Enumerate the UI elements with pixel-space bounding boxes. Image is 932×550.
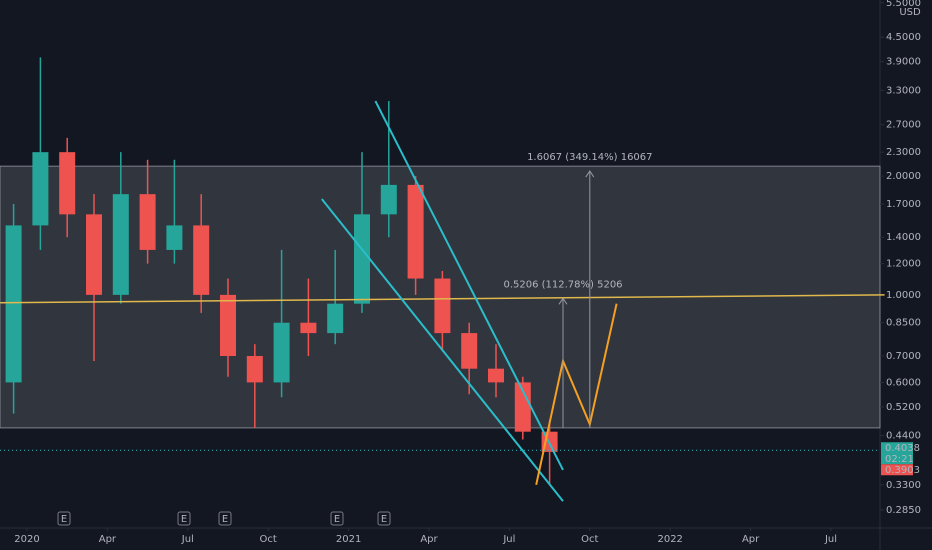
x-tick-label: Apr (420, 534, 438, 545)
earnings-marker: E (222, 514, 228, 525)
candle-body (300, 322, 317, 334)
candle-body (461, 333, 478, 369)
candle-body (354, 214, 370, 304)
x-tick-label: Jul (502, 534, 515, 545)
candle-body (407, 184, 424, 279)
candle-body (86, 214, 102, 295)
candle-body (434, 278, 451, 334)
x-tick-label: Apr (99, 534, 117, 545)
arrow-head (585, 170, 595, 178)
y-tick-label: 2.3000 (886, 147, 921, 158)
y-tick-label: 0.4400 (886, 431, 921, 442)
x-tick-label: 2021 (336, 534, 361, 545)
y-tick-label: 0.8500 (886, 318, 921, 329)
y-tick-label: 1.0000 (886, 290, 921, 301)
earnings-box (177, 511, 191, 526)
candle-body (220, 294, 236, 356)
y-tick-label: 0.5200 (886, 402, 921, 413)
trendline (321, 198, 564, 502)
last-price-label: 0.4038 (885, 443, 920, 454)
measure-label: 1.6067 (349.14%) 16067 (527, 152, 652, 163)
earnings-marker: E (381, 514, 387, 525)
candle-body (32, 152, 49, 226)
x-tick-label: Apr (742, 534, 760, 545)
candle-body (380, 184, 397, 215)
y-tick-label: 0.3300 (886, 480, 921, 491)
y-tick-label: 1.4000 (886, 232, 921, 243)
x-tick-label: Oct (581, 534, 598, 545)
candle-body (273, 322, 290, 383)
y-tick-label: 1.7000 (886, 199, 921, 210)
projection-path (535, 303, 618, 486)
candle-body (166, 225, 183, 250)
low-price-label: 0.3903 (885, 465, 920, 476)
currency: USD (899, 7, 921, 18)
low-price-box (881, 464, 913, 476)
y-tick-label: 2.7000 (886, 120, 921, 131)
x-tick-label: Jul (824, 534, 837, 545)
y-tick-label: 0.6000 (886, 377, 921, 388)
candle-body (139, 194, 156, 250)
candle-body (5, 225, 22, 383)
candle-body (112, 194, 129, 295)
earnings-box (218, 511, 232, 526)
earnings-marker: E (181, 514, 187, 525)
earnings-box (57, 511, 71, 526)
y-tick-label: 0.2850 (886, 505, 921, 516)
x-tick-label: Oct (260, 534, 277, 545)
y-tick-label: 2.0000 (886, 171, 921, 182)
y-tick-label: 4.5000 (886, 32, 921, 43)
trendline (374, 100, 564, 471)
countdown-label: 02:21 (885, 454, 914, 465)
earnings-marker: E (334, 514, 340, 525)
candle-body (514, 382, 531, 432)
y-tick-label: 5.5000 (886, 0, 921, 9)
candle-body (488, 368, 504, 383)
candle-body (246, 355, 263, 383)
y-tick-label: 3.9000 (886, 57, 921, 68)
candle-body (327, 303, 344, 334)
earnings-box (377, 511, 391, 526)
measure-label: 0.5206 (112.78%) 5206 (503, 279, 622, 290)
earnings-box (330, 511, 344, 526)
arrow-head (558, 297, 568, 305)
candle-body (59, 152, 76, 215)
y-tick-label: 1.2000 (886, 259, 921, 270)
earnings-marker: E (61, 514, 67, 525)
candle-body (193, 225, 210, 295)
last-price-box (881, 442, 913, 465)
x-tick-label: Jul (181, 534, 194, 545)
y-tick-label: 0.7000 (886, 351, 921, 362)
x-tick-label: 2020 (14, 534, 39, 545)
x-tick-label: 2022 (657, 534, 682, 545)
y-tick-label: 3.3000 (886, 85, 921, 96)
horizontal-line (0, 294, 885, 304)
